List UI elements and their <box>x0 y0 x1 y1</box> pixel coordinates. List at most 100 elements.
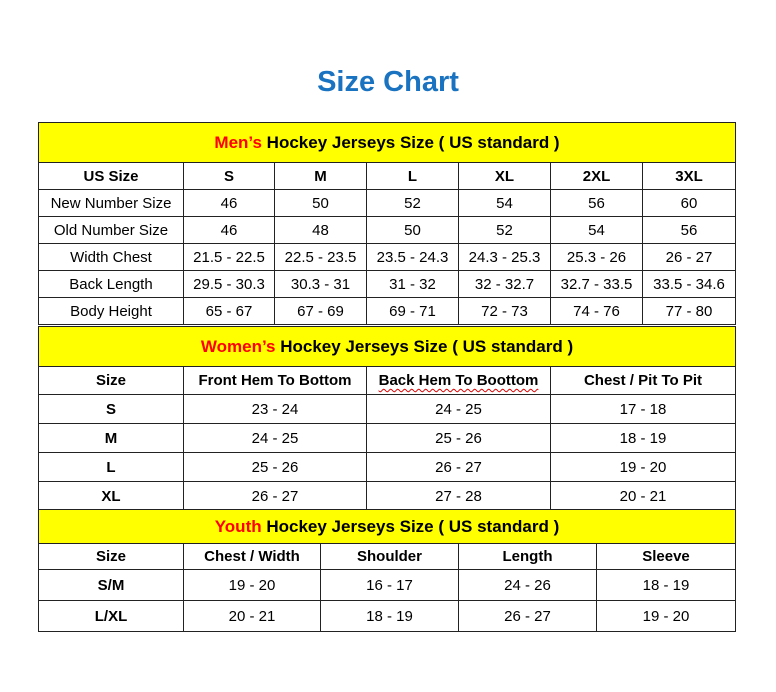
table-cell: 24 - 25 <box>183 423 367 453</box>
mens-section-header: Men’s Hockey Jerseys Size ( US standard … <box>37 122 737 163</box>
column-header: Shoulder <box>320 543 459 570</box>
table-cell: 23 - 24 <box>183 394 367 424</box>
table-cell: 20 - 21 <box>183 600 321 632</box>
column-header-label: Sleeve <box>642 548 690 565</box>
column-header: M <box>274 162 367 190</box>
column-header: Length <box>458 543 597 570</box>
row-label: L/XL <box>38 600 184 632</box>
table-cell: 72 - 73 <box>458 297 551 325</box>
womens-column-header-row: Size Front Hem To Bottom Back Hem To Boott… <box>38 366 737 395</box>
table-cell: 48 <box>274 216 367 244</box>
column-header: Chest / Pit To Pit <box>549 366 737 395</box>
row-label: S/M <box>38 569 184 601</box>
youth-header-text: Hockey Jerseys Size ( US standard ) <box>261 516 560 536</box>
table-cell: 30.3 - 31 <box>274 270 367 298</box>
table-cell: 25.3 - 26 <box>550 243 643 271</box>
table-cell: 26 - 27 <box>366 452 551 482</box>
column-header: Chest / Width <box>183 543 321 570</box>
mens-header-text: Hockey Jerseys Size ( US standard ) <box>261 132 560 152</box>
table-cell: 54 <box>550 216 643 244</box>
table-cell: 25 - 26 <box>366 423 551 453</box>
table-row: Body Height 65 - 67 67 - 69 69 - 71 72 - 73 7… <box>38 297 737 325</box>
table-cell: 50 <box>366 216 459 244</box>
table-row: S 23 - 24 24 - 25 17 - 18 <box>38 394 737 424</box>
row-label: Body Height <box>38 297 184 325</box>
table-cell: 23.5 - 24.3 <box>366 243 459 271</box>
column-header-label: Length <box>502 548 553 565</box>
page-title: Size Chart <box>317 66 459 98</box>
column-header: 3XL <box>641 162 737 190</box>
mens-size-table: Men’s Hockey Jerseys Size ( US standard … <box>37 122 737 325</box>
table-row: XL 26 - 27 27 - 28 20 - 21 <box>38 481 737 511</box>
table-cell: 65 - 67 <box>183 297 275 325</box>
table-row: New Number Size 46 50 52 54 56 60 <box>38 189 737 217</box>
column-header-label: Chest / Width <box>204 548 300 565</box>
column-header-label: 3XL <box>675 167 703 185</box>
table-cell: 32 - 32.7 <box>458 270 551 298</box>
row-label: Back Length <box>38 270 184 298</box>
table-cell: 56 <box>641 216 737 244</box>
table-cell: 18 - 19 <box>596 569 736 601</box>
table-row: L/XL 20 - 21 18 - 19 26 - 27 19 - 20 <box>38 600 736 632</box>
table-cell: 27 - 28 <box>366 481 551 511</box>
column-header: Size <box>38 366 184 395</box>
row-label: New Number Size <box>38 189 184 217</box>
womens-size-table: Women’s Hockey Jerseys Size ( US standar… <box>37 326 737 511</box>
mens-header-accent: Men’s <box>214 132 262 152</box>
table-cell: 46 <box>183 216 275 244</box>
table-cell: 52 <box>458 216 551 244</box>
table-cell: 19 - 20 <box>183 569 321 601</box>
column-header-label: 2XL <box>582 167 611 185</box>
table-cell: 25 - 26 <box>183 452 367 482</box>
table-cell: 74 - 76 <box>550 297 643 325</box>
table-cell: 16 - 17 <box>320 569 459 601</box>
table-cell: 18 - 19 <box>320 600 459 632</box>
table-row: L 25 - 26 26 - 27 19 - 20 <box>38 452 737 482</box>
table-cell: 33.5 - 34.6 <box>641 270 737 298</box>
table-row: M 24 - 25 25 - 26 18 - 19 <box>38 423 737 453</box>
table-cell: 24.3 - 25.3 <box>458 243 551 271</box>
column-header: Size <box>38 543 184 570</box>
column-header-label: US Size <box>83 167 139 185</box>
column-header: Back Hem To Boottom <box>366 366 551 395</box>
table-cell: 24 - 26 <box>458 569 597 601</box>
table-cell: 17 - 18 <box>549 394 737 424</box>
table-cell: 24 - 25 <box>366 394 551 424</box>
table-cell: 54 <box>458 189 551 217</box>
column-header: 2XL <box>550 162 643 190</box>
row-label: M <box>38 423 184 453</box>
table-cell: 22.5 - 23.5 <box>274 243 367 271</box>
womens-section-header: Women’s Hockey Jerseys Size ( US standar… <box>37 326 737 367</box>
column-header: S <box>183 162 275 190</box>
table-cell: 26 - 27 <box>458 600 597 632</box>
table-cell: 69 - 71 <box>366 297 459 325</box>
column-header-label: Size <box>95 548 126 565</box>
table-cell: 56 <box>550 189 643 217</box>
youth-column-header-row: Size Chest / Width Shoulder Length Sleeve <box>38 543 736 570</box>
column-header: L <box>366 162 459 190</box>
column-header-label: Chest / Pit To Pit <box>583 372 703 389</box>
mens-column-header-row: US Size S M L XL 2XL 3XL <box>38 162 737 190</box>
column-header-label: S <box>223 167 234 185</box>
column-header: Front Hem To Bottom <box>183 366 367 395</box>
row-label: S <box>38 394 184 424</box>
column-header-label: Size <box>95 372 126 389</box>
column-header-label: Shoulder <box>356 548 422 565</box>
table-row: S/M 19 - 20 16 - 17 24 - 26 18 - 19 <box>38 569 736 601</box>
table-row: Back Length 29.5 - 30.3 30.3 - 31 31 - 32 32… <box>38 270 737 298</box>
table-cell: 26 - 27 <box>641 243 737 271</box>
table-cell: 18 - 19 <box>549 423 737 453</box>
table-cell: 67 - 69 <box>274 297 367 325</box>
womens-header-accent: Women’s <box>200 336 276 356</box>
table-cell: 20 - 21 <box>549 481 737 511</box>
youth-section-header: Youth Hockey Jerseys Size ( US standard … <box>38 509 736 544</box>
table-row: Old Number Size 46 48 50 52 54 56 <box>38 216 737 244</box>
table-cell: 21.5 - 22.5 <box>183 243 275 271</box>
table-cell: 60 <box>641 189 737 217</box>
table-cell: 77 - 80 <box>641 297 737 325</box>
table-cell: 19 - 20 <box>549 452 737 482</box>
column-header-label: M <box>314 167 327 185</box>
table-cell: 32.7 - 33.5 <box>550 270 643 298</box>
womens-header-text: Hockey Jerseys Size ( US standard ) <box>275 336 574 356</box>
column-header: XL <box>458 162 551 190</box>
